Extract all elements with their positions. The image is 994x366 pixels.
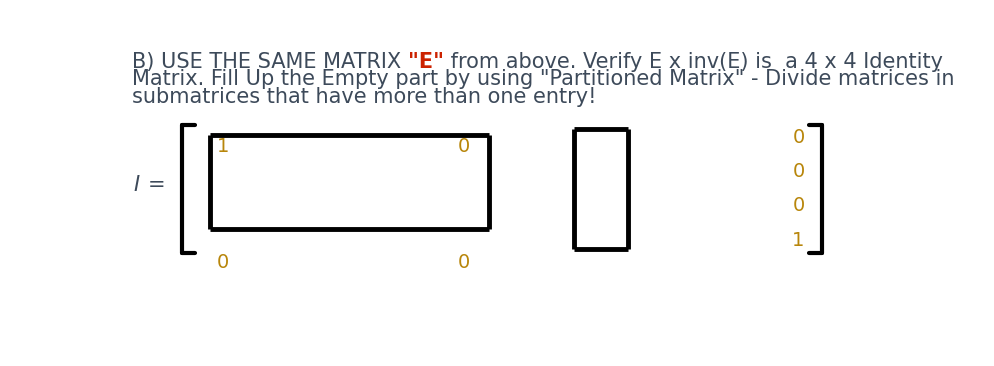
Text: 0: 0: [457, 137, 470, 156]
Text: from above. Verify E x inv(E) is  a 4 x 4 Identity: from above. Verify E x inv(E) is a 4 x 4…: [443, 52, 942, 72]
Text: 1: 1: [218, 137, 230, 156]
Text: 0: 0: [457, 253, 470, 272]
Text: 0: 0: [792, 128, 804, 147]
Text: Matrix. Fill Up the Empty part by using "Partitioned Matrix" - Divide matrices i: Matrix. Fill Up the Empty part by using …: [132, 69, 954, 89]
Text: B) USE THE SAME MATRIX: B) USE THE SAME MATRIX: [132, 52, 408, 72]
Text: 1: 1: [792, 231, 805, 250]
Text: 0: 0: [792, 162, 804, 181]
Text: =: =: [147, 175, 165, 195]
Text: "E": "E": [408, 52, 443, 72]
Text: 0: 0: [792, 197, 804, 215]
Text: submatrices that have more than one entry!: submatrices that have more than one entr…: [132, 87, 596, 107]
Text: 0: 0: [218, 253, 230, 272]
Text: I: I: [133, 175, 140, 195]
